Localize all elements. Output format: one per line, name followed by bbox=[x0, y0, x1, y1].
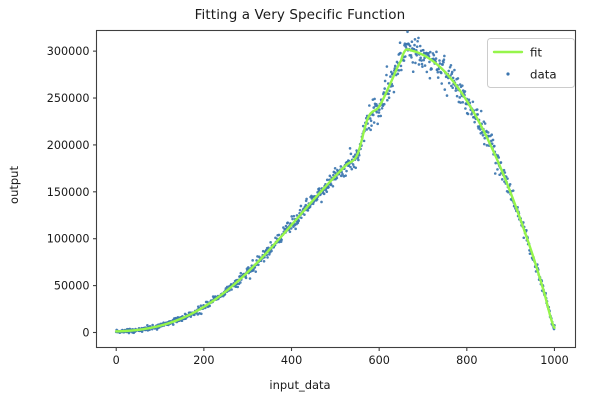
x-tick-label: 800 bbox=[456, 354, 477, 367]
legend[interactable]: fit data bbox=[487, 38, 575, 88]
axes-frame bbox=[95, 29, 577, 349]
y-tick-label: 150000 bbox=[47, 186, 90, 199]
tick-marks bbox=[93, 50, 556, 351]
y-tick-label: 200000 bbox=[47, 139, 90, 152]
y-tick-label: 50000 bbox=[54, 280, 90, 293]
x-tick-label: 600 bbox=[368, 354, 389, 367]
y-tick-label: 250000 bbox=[47, 92, 90, 105]
legend-swatch-data bbox=[506, 72, 510, 76]
x-tick-label: 1000 bbox=[540, 354, 568, 367]
legend-label-data: data bbox=[530, 67, 557, 81]
tick-labels: 0 200 400 600 800 1000 0 50000 100000 150000 20000… bbox=[47, 45, 569, 367]
fit-line-series bbox=[115, 48, 556, 333]
legend-box bbox=[487, 38, 575, 88]
x-tick-label: 400 bbox=[281, 354, 302, 367]
x-tick-label: 0 bbox=[113, 354, 120, 367]
y-tick-label: 100000 bbox=[47, 233, 90, 246]
y-tick-label: 0 bbox=[82, 326, 89, 339]
y-axis-label: output bbox=[7, 166, 21, 204]
page-title: Fitting a Very Specific Function bbox=[194, 7, 406, 23]
y-tick-label: 300000 bbox=[47, 45, 90, 58]
legend-label-fit: fit bbox=[530, 45, 542, 59]
x-axis-label: input_data bbox=[269, 378, 331, 392]
x-tick-label: 200 bbox=[193, 354, 214, 367]
